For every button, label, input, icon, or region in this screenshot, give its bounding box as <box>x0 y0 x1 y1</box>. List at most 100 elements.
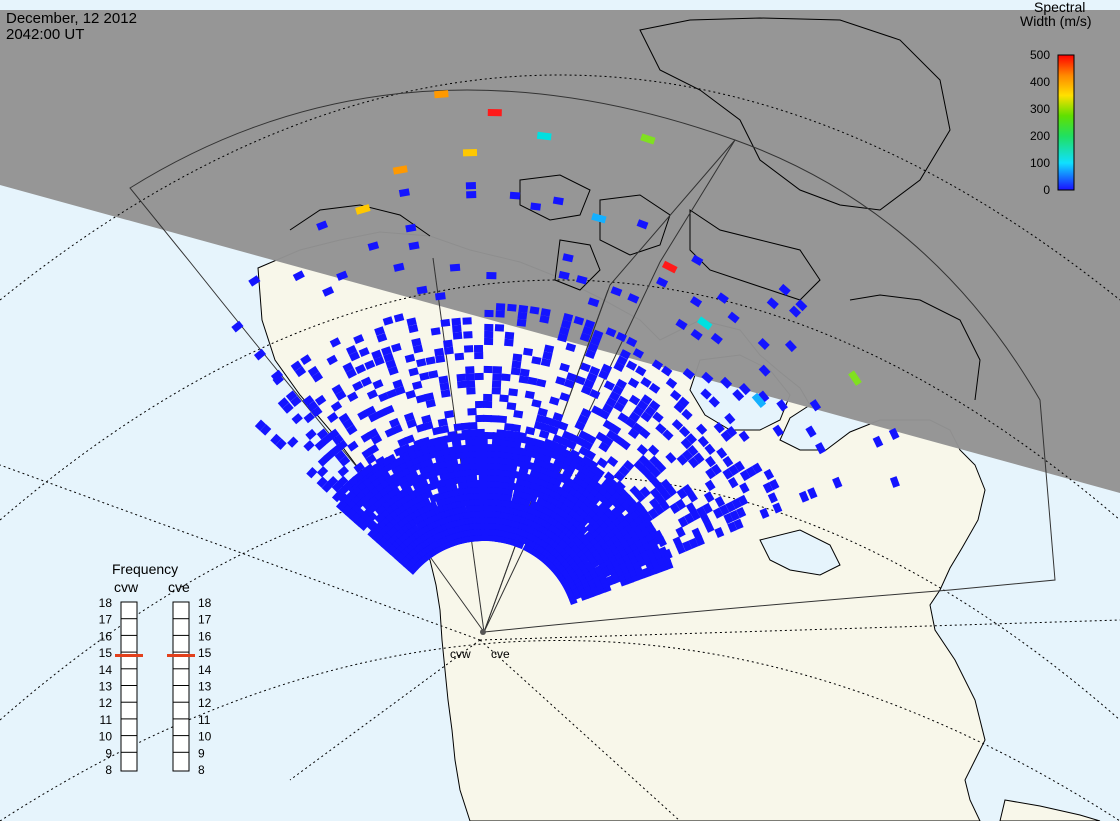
echo-cell <box>371 531 384 544</box>
colorbar-title-line2: Width (m/s) <box>1020 13 1092 29</box>
echo-cell <box>619 349 631 360</box>
echo-cell <box>542 416 554 426</box>
echo-cell <box>321 481 333 493</box>
echo-cell <box>693 452 705 464</box>
echo-cell <box>738 430 750 443</box>
echo-cell <box>618 465 630 477</box>
echo-cell <box>517 311 528 320</box>
echo-cell <box>675 498 687 511</box>
echo-cell <box>580 407 592 419</box>
echo-cell <box>601 363 613 374</box>
echo-cell <box>563 378 575 389</box>
echo-cell <box>561 482 573 493</box>
echo-cell <box>574 420 586 431</box>
echo-cell <box>640 133 656 145</box>
echo-cell <box>462 148 478 157</box>
echo-cell <box>584 530 596 543</box>
echo-cell <box>374 504 386 516</box>
echo-cell <box>381 346 392 356</box>
echo-cell <box>303 440 315 452</box>
echo-cell <box>416 358 427 368</box>
frequency-tick-label: 11 <box>198 713 211 727</box>
echo-cell <box>710 332 723 345</box>
echo-cell <box>317 455 330 467</box>
echo-cell <box>275 438 287 450</box>
echo-cell <box>579 332 591 343</box>
echo-layer <box>231 90 900 606</box>
echo-cell <box>635 365 647 377</box>
freq-label-cve: cve <box>168 579 190 595</box>
echo-cell <box>848 370 862 386</box>
echo-cell <box>358 347 370 358</box>
echo-cell <box>700 513 711 526</box>
echo-cell <box>405 223 417 233</box>
echo-cell <box>613 361 625 373</box>
echo-cell <box>581 455 593 467</box>
echo-cell <box>559 392 571 402</box>
echo-cell <box>519 368 530 377</box>
echo-cell <box>682 540 693 552</box>
echo-cell <box>665 452 677 464</box>
frequency-tick-label: 12 <box>99 696 113 710</box>
frequency-tick-label: 16 <box>99 629 113 643</box>
echo-cell <box>290 360 303 372</box>
echo-cell <box>475 414 485 423</box>
echo-cell <box>491 380 502 388</box>
echo-cell <box>331 384 343 395</box>
echo-cell <box>495 303 506 311</box>
radar-sites: cvw cve <box>450 629 510 661</box>
echo-cell <box>291 413 303 425</box>
echo-cell <box>290 395 302 408</box>
echo-cell <box>357 409 369 421</box>
echo-cell <box>344 507 357 520</box>
echo-cell <box>595 431 607 443</box>
echo-cell <box>745 466 757 478</box>
echo-cell <box>468 429 478 437</box>
echo-cell <box>334 450 346 462</box>
echo-cell <box>795 299 808 312</box>
echo-cell <box>589 336 601 346</box>
echo-cell <box>352 380 364 392</box>
echo-cell <box>377 392 390 403</box>
echo-cell <box>562 312 574 323</box>
echo-cell <box>647 507 659 520</box>
echo-cell <box>374 326 385 336</box>
echo-cell <box>393 446 405 457</box>
echo-cell <box>322 286 335 297</box>
echo-cell <box>466 387 476 395</box>
echo-cell <box>366 389 378 400</box>
echo-cell <box>483 365 493 374</box>
echo-cell <box>687 445 699 457</box>
echo-cell <box>612 384 624 396</box>
echo-cell <box>461 429 472 438</box>
echo-cell <box>708 396 720 408</box>
echo-cell <box>321 433 333 445</box>
echo-cell <box>403 412 415 422</box>
echo-cell <box>399 480 411 491</box>
echo-cell <box>676 487 688 500</box>
echo-cell <box>731 498 742 510</box>
echo-cell <box>538 429 550 440</box>
echo-cell <box>557 333 568 343</box>
echo-cell <box>332 434 344 446</box>
echo-cell <box>628 411 641 423</box>
echo-cell <box>691 254 704 266</box>
echo-cell <box>499 394 509 403</box>
echo-cell <box>248 275 261 287</box>
colorbar-legend: Spectral Width (m/s) 500 400 300 200 100 0 <box>1020 0 1092 197</box>
echo-cell <box>805 425 817 438</box>
echo-cell <box>584 560 595 572</box>
echo-cell <box>329 337 341 348</box>
echo-cell <box>393 313 405 323</box>
echo-cell <box>416 285 428 295</box>
echo-cell <box>511 360 522 369</box>
echo-cell <box>340 503 352 516</box>
cve-fov <box>483 139 1056 633</box>
echo-cell <box>798 490 810 503</box>
echo-cell <box>669 502 681 514</box>
echo-cell <box>397 437 409 448</box>
echo-cell <box>277 397 290 409</box>
night-shading <box>0 10 1120 493</box>
echo-cell <box>506 402 517 411</box>
